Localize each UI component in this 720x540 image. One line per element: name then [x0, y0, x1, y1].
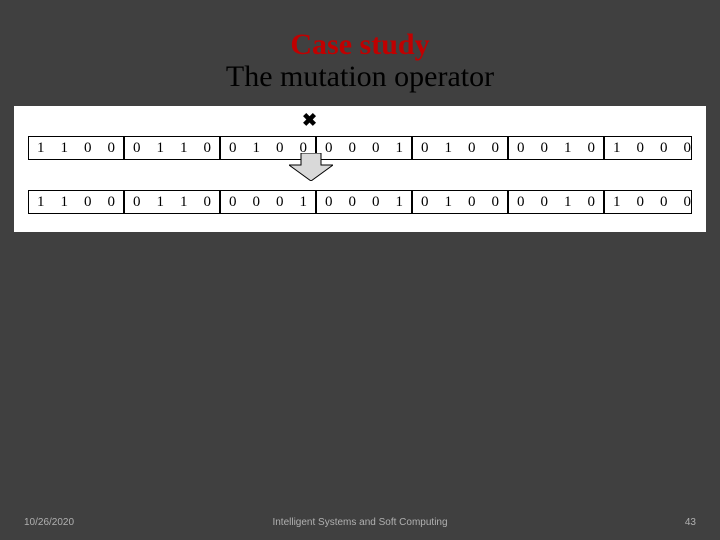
bit-cell: 0: [533, 137, 557, 159]
bit-cell: 0: [676, 137, 700, 159]
gene-group: 1 1 0 0: [29, 191, 125, 213]
bit-cell: 0: [76, 137, 100, 159]
bit-cell: 1: [437, 191, 461, 213]
bit-cell: 0: [580, 137, 604, 159]
gene-group: 0 1 0 0: [413, 137, 509, 159]
gene-group: 0 0 0 1: [317, 191, 413, 213]
bit-cell: 0: [460, 137, 484, 159]
bit-cell: 0: [268, 137, 292, 159]
bit-cell: 1: [29, 137, 53, 159]
gene-group: 1 0 0 0: [605, 137, 699, 159]
bit-cell: 1: [149, 137, 173, 159]
gene-group: 0 1 0 0: [413, 191, 509, 213]
bit-cell: 1: [53, 137, 77, 159]
bit-cell: 0: [460, 191, 484, 213]
bit-cell: 0: [509, 191, 533, 213]
bit-cell: 0: [413, 137, 437, 159]
bit-cell: 1: [292, 191, 316, 213]
bit-cell: 1: [437, 137, 461, 159]
bit-cell: 0: [76, 191, 100, 213]
slide-subtitle: The mutation operator: [0, 60, 720, 94]
slide-footer: 10/26/2020 Intelligent Systems and Soft …: [0, 517, 720, 528]
bit-cell: 0: [484, 191, 508, 213]
bit-cell: 0: [629, 191, 653, 213]
bit-cell: 1: [245, 137, 269, 159]
bit-cell: 0: [484, 137, 508, 159]
gene-group: 1 1 0 0: [29, 137, 125, 159]
bit-cell: 0: [245, 191, 269, 213]
footer-page-number: 43: [685, 517, 696, 528]
gene-group: 0 0 0 1: [221, 191, 317, 213]
gene-group: 0 0 1 0: [509, 191, 605, 213]
bit-cell: 1: [605, 137, 629, 159]
bit-cell: 0: [676, 191, 700, 213]
bit-cell: 1: [388, 191, 412, 213]
bit-cell: 0: [580, 191, 604, 213]
bit-cell: 0: [196, 191, 220, 213]
bit-cell: 0: [341, 191, 365, 213]
bit-cell: 1: [388, 137, 412, 159]
bit-cell: 1: [53, 191, 77, 213]
gene-group: 0 1 1 0: [125, 137, 221, 159]
bit-cell: 1: [172, 191, 196, 213]
bit-cell: 1: [172, 137, 196, 159]
chromosome-row-before: 1 1 0 0 0 1 1 0 0 1 0 0 0 0 0 1 0 1 0 0: [28, 136, 692, 160]
footer-date: 10/26/2020: [24, 517, 74, 528]
bit-cell: 1: [605, 191, 629, 213]
bit-cell: 0: [533, 191, 557, 213]
bit-cell: 1: [149, 191, 173, 213]
gene-group: 0 1 1 0: [125, 191, 221, 213]
bit-cell: 0: [100, 191, 124, 213]
bit-cell: 0: [125, 191, 149, 213]
gene-group: 1 0 0 0: [605, 191, 699, 213]
title-area: Case study The mutation operator: [0, 0, 720, 94]
diagram-panel: ✖ 1 1 0 0 0 1 1 0 0 1 0 0 0 0 0 1 0 1: [14, 106, 706, 232]
bit-cell: 0: [652, 191, 676, 213]
bit-cell: 0: [364, 191, 388, 213]
mutation-arrow-icon: [289, 153, 333, 181]
bit-cell: 0: [100, 137, 124, 159]
bit-cell: 0: [125, 137, 149, 159]
bit-cell: 0: [652, 137, 676, 159]
bit-cell: 0: [221, 137, 245, 159]
bit-cell: 0: [268, 191, 292, 213]
bit-cell: 0: [364, 137, 388, 159]
mutation-marker: ✖: [302, 110, 317, 131]
footer-course: Intelligent Systems and Soft Computing: [272, 517, 447, 528]
bit-cell: 0: [196, 137, 220, 159]
bit-cell: 0: [629, 137, 653, 159]
bit-cell: 0: [509, 137, 533, 159]
bit-cell: 1: [556, 191, 580, 213]
gene-group: 0 0 1 0: [509, 137, 605, 159]
bit-cell: 0: [317, 191, 341, 213]
bit-cell: 1: [29, 191, 53, 213]
bit-cell: 0: [221, 191, 245, 213]
bit-cell: 0: [413, 191, 437, 213]
chromosome-row-after: 1 1 0 0 0 1 1 0 0 0 0 1 0 0 0 1 0 1 0 0: [28, 190, 692, 214]
bit-cell: 1: [556, 137, 580, 159]
bit-cell: 0: [341, 137, 365, 159]
slide-title: Case study: [0, 28, 720, 62]
